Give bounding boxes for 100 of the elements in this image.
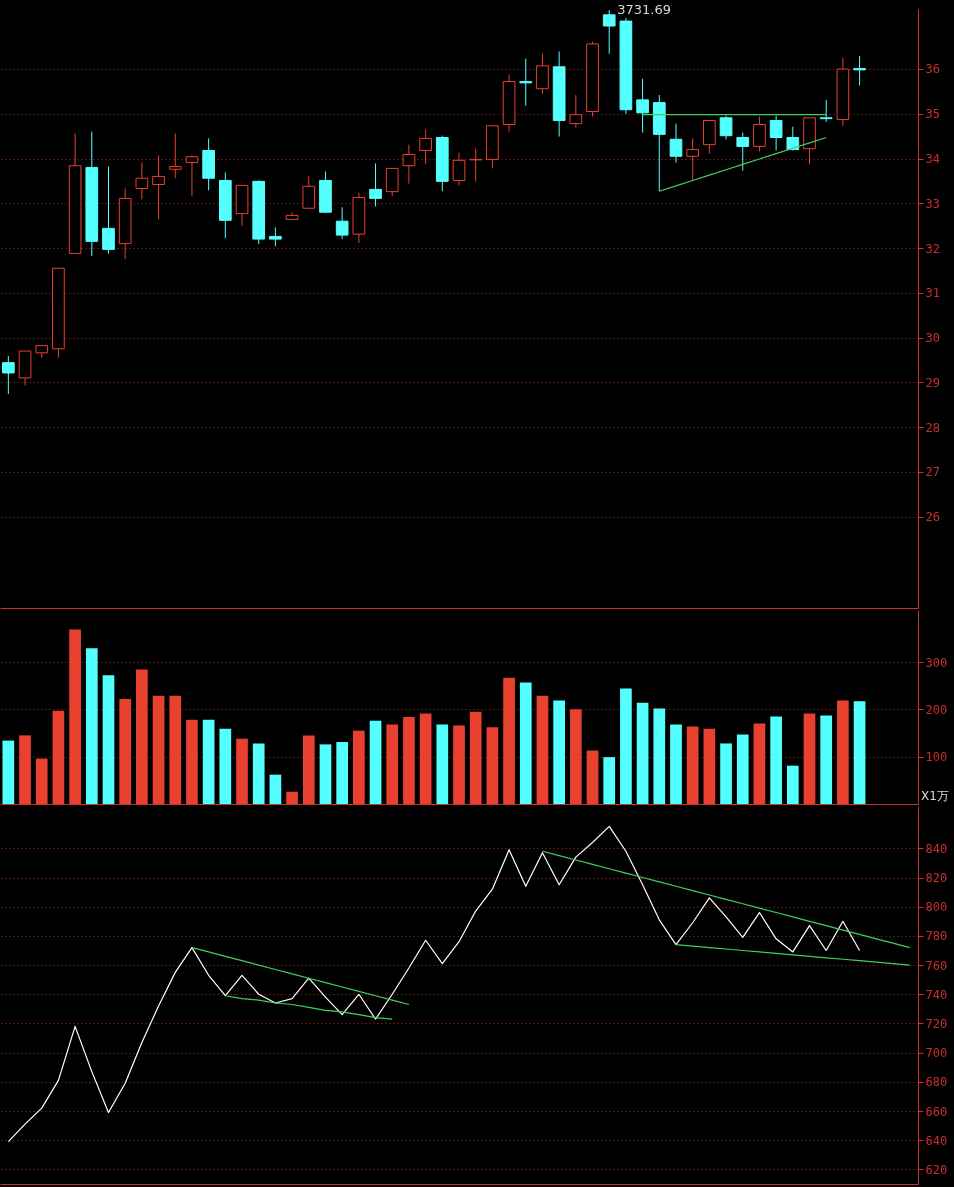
bar — [837, 700, 849, 804]
bar — [820, 715, 833, 804]
candlestick — [536, 53, 549, 95]
candlestick — [419, 128, 432, 165]
candlestick — [819, 99, 833, 123]
bar — [386, 724, 399, 804]
y-tick-label: 720 — [925, 1016, 948, 1031]
bar — [653, 708, 666, 804]
y-tick-label: 27 — [925, 465, 940, 480]
bar — [703, 728, 716, 804]
y-tick-label: 32 — [925, 241, 940, 256]
bar — [85, 648, 98, 804]
bar — [169, 695, 182, 804]
bar — [686, 726, 699, 804]
y-tick-label: 100 — [925, 750, 948, 765]
candlestick — [185, 154, 199, 197]
candlestick — [569, 94, 583, 129]
y-tick-label: 300 — [925, 655, 948, 670]
bar — [503, 677, 515, 804]
y-tick-label: 34 — [925, 152, 940, 167]
y-tick-label: 800 — [925, 900, 948, 915]
y-tick-label: 660 — [925, 1104, 948, 1119]
bar — [69, 629, 81, 804]
candlestick — [736, 132, 750, 172]
y-tick-label: 31 — [925, 286, 940, 301]
bar — [369, 720, 382, 804]
line-series — [675, 944, 911, 966]
bar — [620, 688, 632, 804]
y-tick-label: 30 — [925, 331, 940, 346]
candlestick — [152, 154, 165, 220]
bar — [102, 675, 115, 804]
bar — [286, 791, 298, 804]
y-tick-label: 29 — [925, 375, 940, 390]
y-tick-label: 200 — [925, 702, 948, 717]
y-tick-label: 26 — [925, 510, 940, 525]
line-series — [224, 995, 393, 1020]
y-tick-label: 840 — [925, 841, 948, 856]
candlestick — [402, 144, 416, 185]
bar — [436, 724, 449, 804]
bar — [736, 734, 749, 804]
y-tick-label: 700 — [925, 1046, 948, 1061]
bar — [586, 750, 599, 804]
bar — [603, 757, 616, 804]
line-series — [7, 825, 861, 1143]
bar — [419, 713, 432, 804]
candlestick — [369, 162, 382, 207]
bar — [152, 695, 165, 804]
candlestick — [102, 166, 115, 254]
y-tick-label: 760 — [925, 958, 948, 973]
candlestick — [469, 148, 483, 182]
y-tick-label: 33 — [925, 196, 940, 211]
bar — [202, 719, 215, 804]
y-tick-label: 36 — [925, 62, 940, 77]
bar — [353, 730, 365, 804]
bar — [453, 725, 465, 804]
y-tick-label: 780 — [925, 929, 948, 944]
bar — [636, 702, 649, 804]
bar — [553, 700, 565, 804]
bar — [536, 695, 549, 804]
candlestick — [669, 123, 683, 164]
bar — [770, 716, 782, 804]
bar — [670, 724, 682, 804]
bar — [19, 735, 31, 804]
bar — [803, 713, 816, 804]
candlestick — [519, 58, 533, 107]
bar — [186, 719, 198, 804]
candlestick — [719, 115, 733, 140]
candlestick — [135, 162, 149, 200]
bar — [119, 698, 132, 804]
bar — [336, 742, 349, 804]
candlestick — [753, 115, 766, 152]
bar — [319, 744, 332, 804]
candlestick — [168, 132, 182, 179]
candlestick — [269, 226, 282, 247]
bar — [786, 765, 799, 804]
bar — [35, 758, 48, 804]
candlestick — [602, 9, 616, 55]
bar — [2, 740, 15, 804]
bar — [720, 743, 732, 804]
candlestick — [2, 355, 15, 395]
line-series — [541, 850, 911, 949]
bar — [486, 727, 499, 804]
bar — [519, 682, 532, 804]
line-series — [658, 136, 827, 192]
bar — [302, 735, 315, 804]
bar — [753, 723, 766, 804]
y-tick-label: 680 — [925, 1075, 948, 1090]
bar — [853, 701, 866, 804]
candlestick — [853, 55, 866, 87]
bar — [469, 711, 482, 804]
y-tick-label: 620 — [925, 1162, 948, 1177]
bar — [269, 774, 282, 804]
y-tick-label: 28 — [925, 420, 940, 435]
candlestick — [385, 167, 399, 197]
candlestick — [686, 137, 700, 182]
bar — [219, 728, 232, 804]
bar — [403, 716, 415, 804]
text: X1万 — [921, 789, 949, 803]
candlestick — [335, 206, 349, 240]
candlestick — [452, 152, 466, 186]
